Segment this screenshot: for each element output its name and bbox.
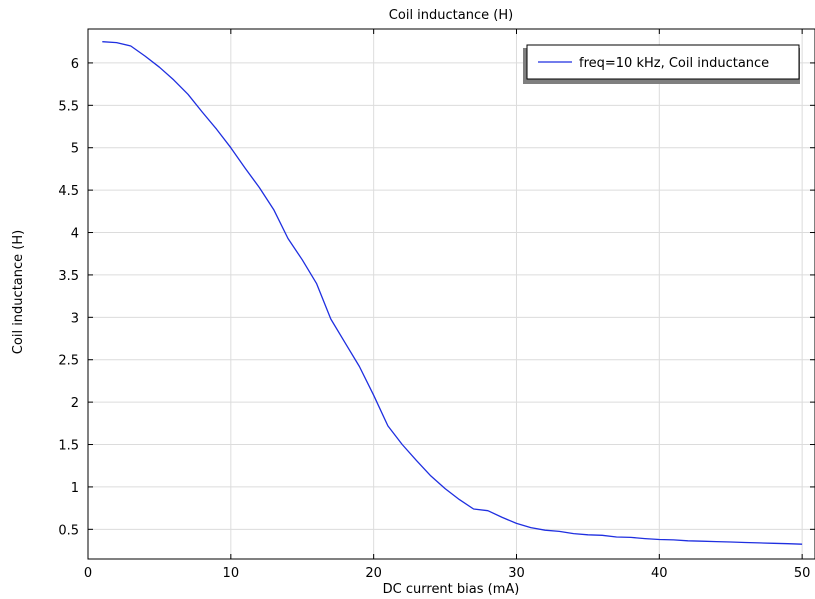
chart-title: Coil inductance (H) — [389, 8, 513, 23]
y-tick-label: 1 — [71, 481, 79, 496]
x-tick-label: 50 — [794, 566, 811, 581]
y-tick-label: 4 — [71, 227, 79, 242]
y-tick-label: 0.5 — [58, 523, 79, 538]
y-tick-label: 1.5 — [58, 439, 79, 454]
y-tick-label: 5.5 — [58, 99, 79, 114]
y-tick-label: 3 — [71, 311, 79, 326]
legend-box — [526, 44, 800, 80]
x-axis-title: DC current bias (mA) — [383, 582, 520, 597]
y-tick-label: 2 — [71, 396, 79, 411]
y-tick-label: 2.5 — [58, 354, 79, 369]
x-tick-label: 40 — [651, 566, 668, 581]
series-line-0 — [102, 41, 803, 545]
series-layer — [102, 41, 803, 545]
x-tick-label: 10 — [223, 566, 240, 581]
y-axis-title: Coil inductance (H) — [11, 230, 26, 354]
legend: freq=10 kHz, Coil inductance — [523, 44, 800, 84]
y-tick-label: 3.5 — [58, 269, 79, 284]
grid-lines — [87, 29, 815, 559]
axis-ticks: 0 10 20 30 40 50 0.5 1 1.5 2 2.5 3 3.5 4 4.5 5 5.5 6 — [58, 29, 815, 581]
x-tick-label: 20 — [365, 566, 382, 581]
x-tick-label: 30 — [508, 566, 525, 581]
x-tick-label: 0 — [84, 566, 92, 581]
y-tick-label: 4.5 — [58, 184, 79, 199]
plot-frame — [87, 28, 815, 560]
legend-entry: freq=10 kHz, Coil inductance — [579, 56, 769, 71]
y-tick-label: 5 — [71, 142, 79, 157]
y-tick-label: 6 — [71, 57, 79, 72]
